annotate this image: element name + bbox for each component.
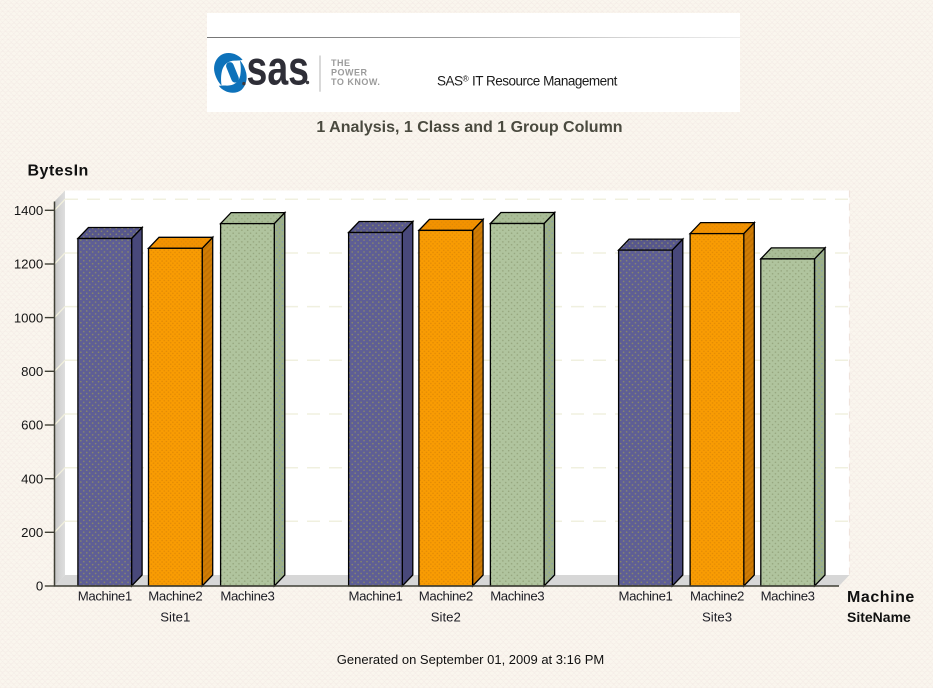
svg-text:Machine3: Machine3 bbox=[761, 589, 815, 604]
svg-text:Site1: Site1 bbox=[160, 610, 190, 625]
svg-text:sas: sas bbox=[247, 43, 310, 96]
svg-text:BytesIn: BytesIn bbox=[28, 163, 89, 180]
svg-text:TO KNOW.: TO KNOW. bbox=[331, 77, 380, 87]
svg-text:Site2: Site2 bbox=[431, 610, 461, 625]
svg-text:SAS® IT Resource Management: SAS® IT Resource Management bbox=[437, 74, 618, 89]
svg-text:Machine1: Machine1 bbox=[619, 589, 673, 604]
svg-text:0: 0 bbox=[36, 579, 43, 594]
svg-text:Machine2: Machine2 bbox=[690, 589, 744, 604]
svg-text:1200: 1200 bbox=[14, 257, 43, 272]
svg-text:800: 800 bbox=[21, 364, 43, 379]
svg-text:600: 600 bbox=[21, 418, 43, 433]
svg-text:THE: THE bbox=[331, 58, 351, 68]
svg-text:POWER: POWER bbox=[331, 67, 368, 77]
svg-text:Machine3: Machine3 bbox=[220, 589, 274, 604]
svg-text:Machine1: Machine1 bbox=[349, 589, 403, 604]
svg-text:Machine1: Machine1 bbox=[78, 589, 132, 604]
svg-text:200: 200 bbox=[21, 525, 43, 540]
svg-text:400: 400 bbox=[21, 471, 43, 486]
svg-text:Machine2: Machine2 bbox=[419, 589, 473, 604]
svg-text:Machine3: Machine3 bbox=[490, 589, 544, 604]
svg-text:Machine: Machine bbox=[847, 589, 915, 606]
svg-text:Machine2: Machine2 bbox=[148, 589, 202, 604]
svg-text:SiteName: SiteName bbox=[847, 609, 911, 625]
svg-text:Site3: Site3 bbox=[702, 610, 732, 625]
svg-text:1400: 1400 bbox=[14, 203, 43, 218]
svg-text:1000: 1000 bbox=[14, 310, 43, 325]
